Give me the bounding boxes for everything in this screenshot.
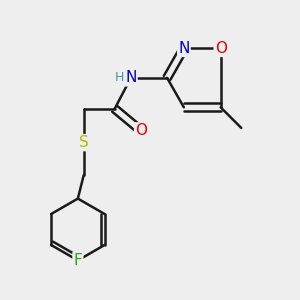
Text: O: O (215, 41, 227, 56)
Text: H: H (114, 71, 124, 84)
Text: S: S (79, 135, 88, 150)
Text: F: F (74, 253, 82, 268)
Text: O: O (135, 123, 147, 138)
Text: N: N (125, 70, 136, 86)
Text: N: N (178, 41, 190, 56)
